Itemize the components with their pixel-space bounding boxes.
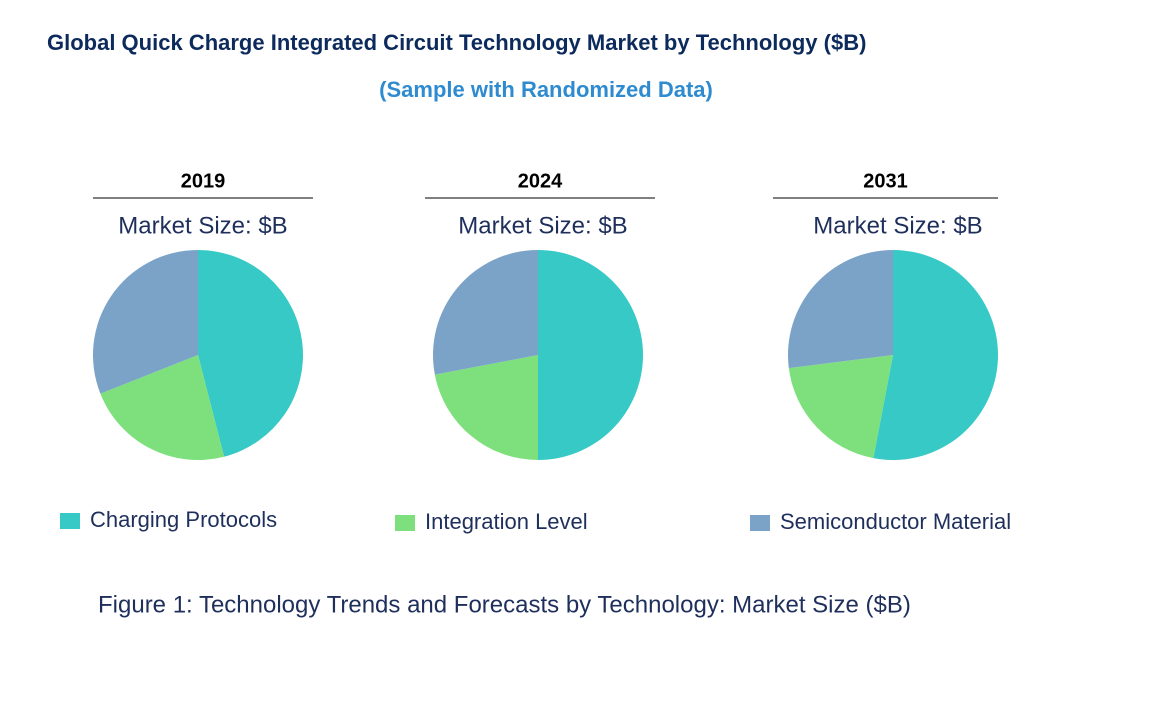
pie-slice <box>787 250 893 369</box>
legend-label: Charging Protocols <box>90 507 277 532</box>
pie-title: 2031 <box>863 170 908 192</box>
legend-swatch <box>750 515 770 531</box>
pie-slice <box>788 355 893 459</box>
pie-slice <box>434 355 538 460</box>
pie-slice <box>100 355 225 460</box>
main-subtitle: (Sample with Randomized Data) <box>379 77 713 102</box>
pie-subtitle: Market Size: $B <box>118 212 287 239</box>
main-title: Global Quick Charge Integrated Circuit T… <box>47 30 866 55</box>
pie-slice <box>92 250 198 394</box>
pie-subtitle: Market Size: $B <box>458 212 627 239</box>
pie-subtitle: Market Size: $B <box>813 212 982 239</box>
pie-title: 2024 <box>518 170 563 192</box>
legend-label: Semiconductor Material <box>780 509 1011 534</box>
pie-slice <box>873 250 998 460</box>
caption: Figure 1: Technology Trends and Forecast… <box>98 591 911 618</box>
pie-slice <box>433 250 538 375</box>
pie-title: 2019 <box>181 170 226 192</box>
legend-swatch <box>60 513 80 529</box>
legend-label: Integration Level <box>425 509 588 534</box>
legend-swatch <box>395 515 415 531</box>
pie-slice <box>198 250 304 457</box>
pie-slice <box>538 250 643 460</box>
